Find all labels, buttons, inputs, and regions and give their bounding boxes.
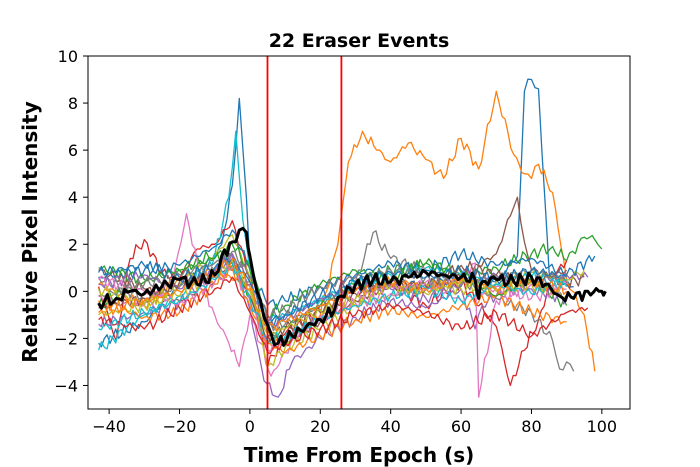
- mean-layer: [97, 226, 607, 347]
- y-tick-label: −4: [54, 376, 78, 395]
- x-tick-label: 80: [521, 417, 541, 436]
- y-axis-label: Relative Pixel Intensity: [18, 101, 42, 363]
- y-tick-label: 10: [58, 47, 78, 66]
- y-axis: −4 −2 0 2 4 6 8 10: [54, 47, 88, 395]
- y-tick-label: 8: [68, 94, 78, 113]
- y-tick-label: 2: [68, 235, 78, 254]
- series-line-11: [98, 229, 596, 310]
- x-tick-label: 60: [451, 417, 471, 436]
- y-tick-label: 0: [68, 282, 78, 301]
- x-tick-label: −20: [163, 417, 197, 436]
- y-tick-label: −2: [54, 329, 78, 348]
- series-line-22: [98, 257, 568, 332]
- mean-line: [97, 226, 607, 347]
- x-tick-label: 40: [380, 417, 400, 436]
- series-line-21: [98, 257, 567, 325]
- chart-title: 22 Eraser Events: [269, 30, 450, 52]
- y-tick-label: 6: [68, 141, 78, 160]
- series-layer: [97, 78, 603, 398]
- series-line-13: [98, 241, 568, 320]
- x-tick-label: 100: [587, 417, 618, 436]
- y-tick-label: 4: [68, 188, 78, 207]
- x-axis-label: Time From Epoch (s): [244, 443, 475, 467]
- series-line-12: [97, 265, 567, 354]
- x-tick-label: 0: [245, 417, 255, 436]
- plot-frame: [87, 55, 631, 410]
- x-tick-label: −40: [92, 417, 126, 436]
- x-axis: −40 −20 0 20 40 60 80 100: [92, 409, 617, 436]
- event-markers: [266, 56, 343, 409]
- x-tick-label: 20: [310, 417, 330, 436]
- series-line-19: [97, 260, 567, 335]
